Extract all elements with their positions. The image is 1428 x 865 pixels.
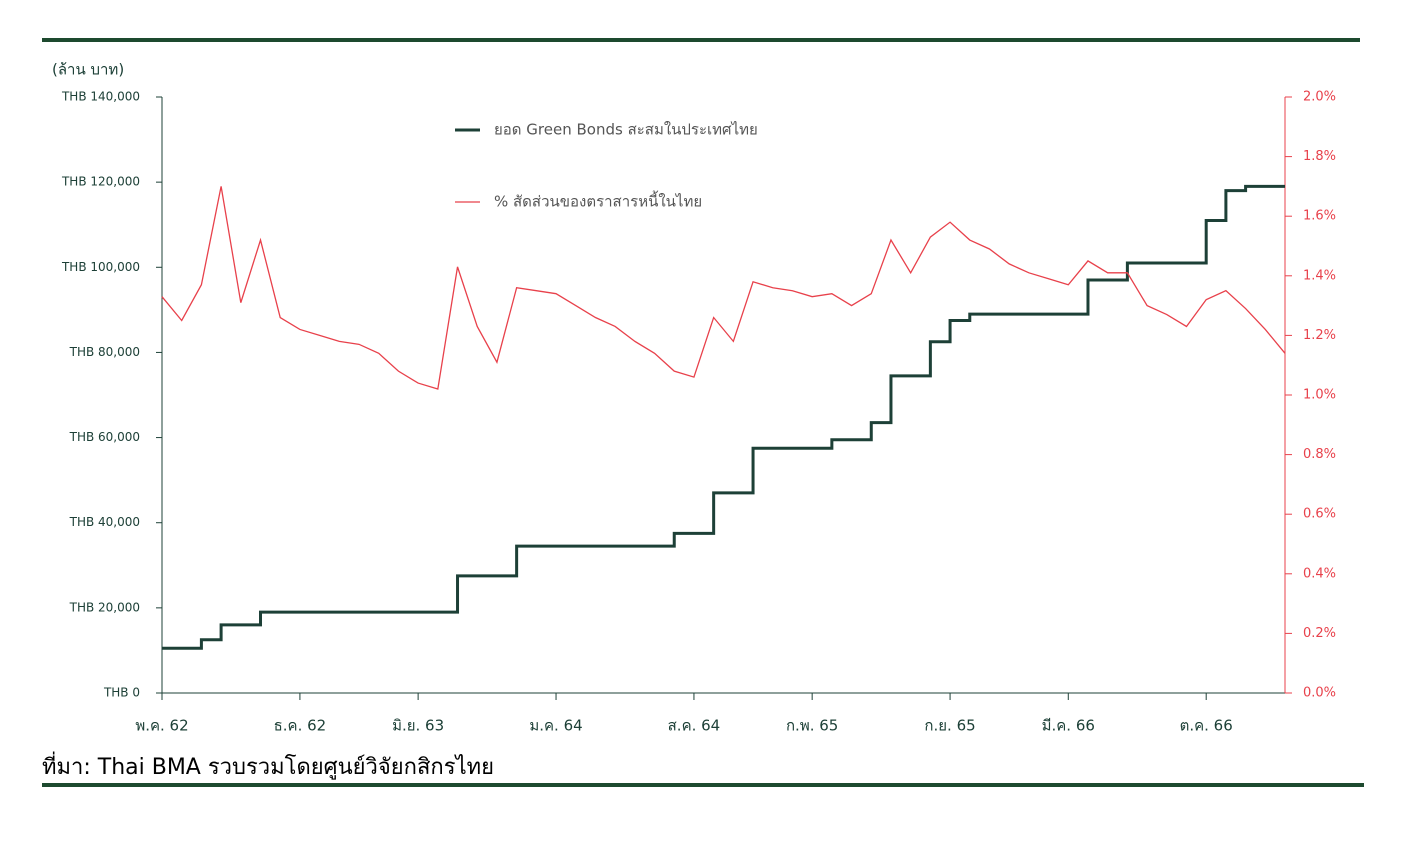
y2-tick-label: 0.8% [1303,447,1336,462]
bottom-rule [42,783,1364,787]
y2-tick-label: 2.0% [1303,90,1336,105]
y2-tick-label: 1.0% [1303,388,1336,403]
y2-tick-label: 1.6% [1303,209,1336,224]
y-tick-label: THB 40,000 [69,515,140,529]
y-tick-label: THB 20,000 [69,600,140,614]
y-tick-label: THB 120,000 [61,175,140,189]
top-rule [42,38,1360,42]
x-tick-label: ก.ย. 65 [924,717,975,735]
y-axis-label: (ล้าน บาท) [52,61,124,79]
y-tick-label: THB 80,000 [69,345,140,359]
x-tick-label: ก.พ. 65 [786,717,838,735]
x-tick-label: พ.ค. 62 [135,717,188,735]
y2-tick-label: 0.6% [1303,507,1336,522]
series-line [162,184,1285,650]
y2-tick-label: 1.2% [1303,328,1336,343]
y2-tick-label: 0.2% [1303,626,1336,641]
series-line [161,186,1286,390]
y2-tick-label: 0.0% [1303,686,1336,701]
x-tick-label: ต.ค. 66 [1180,717,1233,735]
legend-label: % สัดส่วนของตราสารหนี้ในไทย [494,191,702,211]
x-tick-label: ธ.ค. 62 [274,717,327,735]
y-tick-label: THB 140,000 [61,90,140,104]
x-tick-label: มี.ค. 66 [1042,717,1095,735]
y2-tick-label: 0.4% [1303,566,1336,581]
legend-label: ยอด Green Bonds สะสมในประเทศไทย [494,121,758,139]
y-tick-label: THB 100,000 [61,260,140,274]
y2-tick-label: 1.8% [1303,149,1336,164]
y2-tick-label: 1.4% [1303,268,1336,283]
x-tick-label: มิ.ย. 63 [392,717,444,735]
x-tick-label: ส.ค. 64 [668,717,721,735]
y-tick-label: THB 60,000 [69,430,140,444]
source-note: ที่มา: Thai BMA รวบรวมโดยศูนย์วิจัยกสิกร… [42,751,494,780]
y-tick-label: THB 0 [103,686,140,700]
x-tick-label: ม.ค. 64 [529,717,582,735]
